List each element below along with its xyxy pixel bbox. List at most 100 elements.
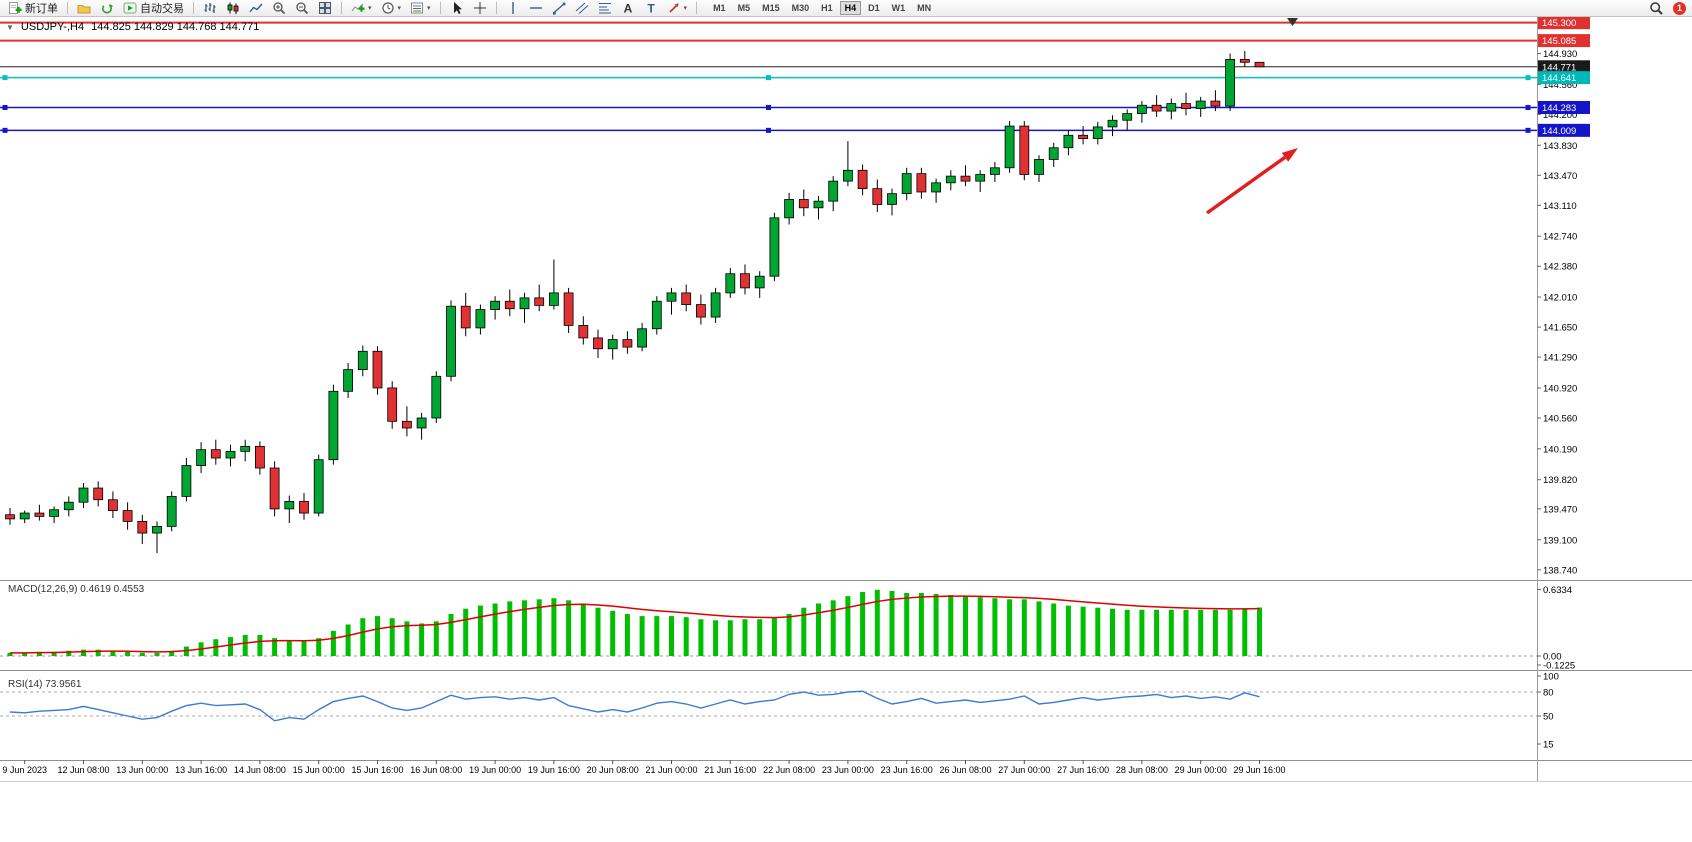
trendline-tool-button[interactable] [548,1,570,16]
macd-bar [1095,607,1101,656]
time-tick-label: 23 Jun 00:00 [822,765,874,775]
price-badge-label: 145.300 [1542,18,1576,29]
templates-button[interactable]: ▾ [406,1,435,16]
time-tick-label: 29 Jun 00:00 [1175,765,1227,775]
line-handle[interactable] [1525,127,1531,133]
candle [622,331,633,354]
macd-bar [522,600,527,656]
macd-bar [683,617,689,656]
macd-bar [404,621,410,656]
text-tool-button[interactable]: A [617,1,639,16]
autotrading-button[interactable]: 自动交易 [119,1,188,16]
fibonacci-tool-button[interactable] [594,1,616,16]
chart-shift[interactable] [1287,18,1298,26]
line-handle[interactable] [2,104,8,110]
arrow-line[interactable] [1205,155,1286,215]
collapse-triangle-icon[interactable]: ▼ [6,22,14,32]
candle [813,196,824,220]
line-handle[interactable] [1525,75,1531,81]
candle [1092,121,1103,145]
macd-bar [125,651,131,656]
timeframe-m1-button[interactable]: M1 [708,1,731,15]
crosshair-tool-button[interactable] [469,1,491,16]
cursor-icon [450,1,464,15]
macd-bar [448,614,454,656]
line-handle[interactable] [766,127,771,133]
rsi-scale-label: 50 [1543,712,1554,723]
candle [725,267,736,298]
candle [931,178,941,203]
candle [401,406,412,437]
line-handle[interactable] [2,75,8,81]
timeframe-h1-button[interactable]: H1 [816,1,838,15]
new-order-button[interactable]: 新订单 [4,1,62,16]
arrow-head[interactable] [1281,148,1298,162]
profiles-button[interactable] [73,1,95,16]
timeframe-mn-button[interactable]: MN [912,1,936,15]
price-tick-label: 139.820 [1543,475,1577,486]
time-tick-label: 27 Jun 00:00 [998,765,1050,775]
timeframe-m5-button[interactable]: M5 [733,1,756,15]
zoom-out-button[interactable] [291,1,313,16]
candle [651,296,662,335]
line-chart-mode-button[interactable] [245,1,267,16]
macd-bar [95,649,101,656]
candle [975,170,986,192]
candlestick-mode-button[interactable] [222,1,244,16]
timeframe-w1-button[interactable]: W1 [887,1,911,15]
arrows-tool-button[interactable]: ▾ [663,1,692,16]
time-tick-label: 13 Jun 16:00 [175,765,227,775]
bar-chart-mode-button[interactable] [199,1,221,16]
candle [254,441,265,475]
candle [490,296,501,320]
rsi-pane: RSI(14) 73.9561 100 80 50 15 [0,672,1559,751]
cursor-tool-button[interactable] [446,1,468,16]
timeframe-m15-button[interactable]: M15 [757,1,785,15]
horizontal-line-tool-button[interactable] [525,1,547,16]
text-label-tool-button[interactable]: T [640,1,662,16]
tile-windows-button[interactable] [314,1,336,16]
toolbar-separator [439,2,441,14]
timeframe-d1-button[interactable]: D1 [863,1,885,15]
candle [1151,95,1162,117]
chart-shift-marker-icon[interactable] [1287,18,1298,26]
trend-arrow-annotation[interactable] [1205,148,1298,215]
time-tick-label: 21 Jun 00:00 [645,765,697,775]
candle [269,461,280,517]
line-handle[interactable] [1525,104,1531,110]
line-handle[interactable] [2,127,8,133]
candle [19,510,30,524]
search-button[interactable] [1645,1,1667,16]
time-axis[interactable]: 9 Jun 2023 12 Jun 08:00 13 Jun 00:00 13 Jun… [2,760,1286,775]
timeframe-h4-button[interactable]: H4 [839,1,862,15]
macd-bar [698,619,704,656]
macd-bar [904,593,910,656]
periods-button[interactable]: ▾ [377,1,406,16]
candle [181,458,192,502]
line-handle[interactable] [766,75,771,81]
price-tick-label: 140.190 [1543,444,1577,455]
time-tick-label: 19 Jun 16:00 [528,765,580,775]
timeframe-m30-button[interactable]: M30 [787,1,815,15]
line-handle[interactable] [766,104,771,110]
price-axis[interactable]: 144.930 144.560 144.200 143.830 143.470 143.1… [1537,49,1577,576]
notification-badge[interactable]: 1 [1673,1,1686,15]
macd-bar [345,624,351,656]
refresh-button[interactable] [96,1,118,16]
vertical-line-tool-button[interactable] [502,1,524,16]
candle [857,164,868,196]
macd-bar [1021,599,1027,656]
toolbar-separator [341,2,342,14]
channel-tool-button[interactable] [571,1,593,16]
zoom-in-button[interactable] [268,1,290,16]
price-tick-label: 142.010 [1543,293,1577,304]
time-tick-label: 12 Jun 08:00 [57,765,109,775]
macd-bar [1257,607,1262,656]
toolbar-separator [495,2,497,14]
macd-bar [507,601,513,656]
indicators-button[interactable]: ▾ [347,1,376,16]
ohlc-bars-icon [203,1,217,15]
horizontal-line-objects[interactable] [0,21,1537,133]
macd-bar [654,616,660,656]
